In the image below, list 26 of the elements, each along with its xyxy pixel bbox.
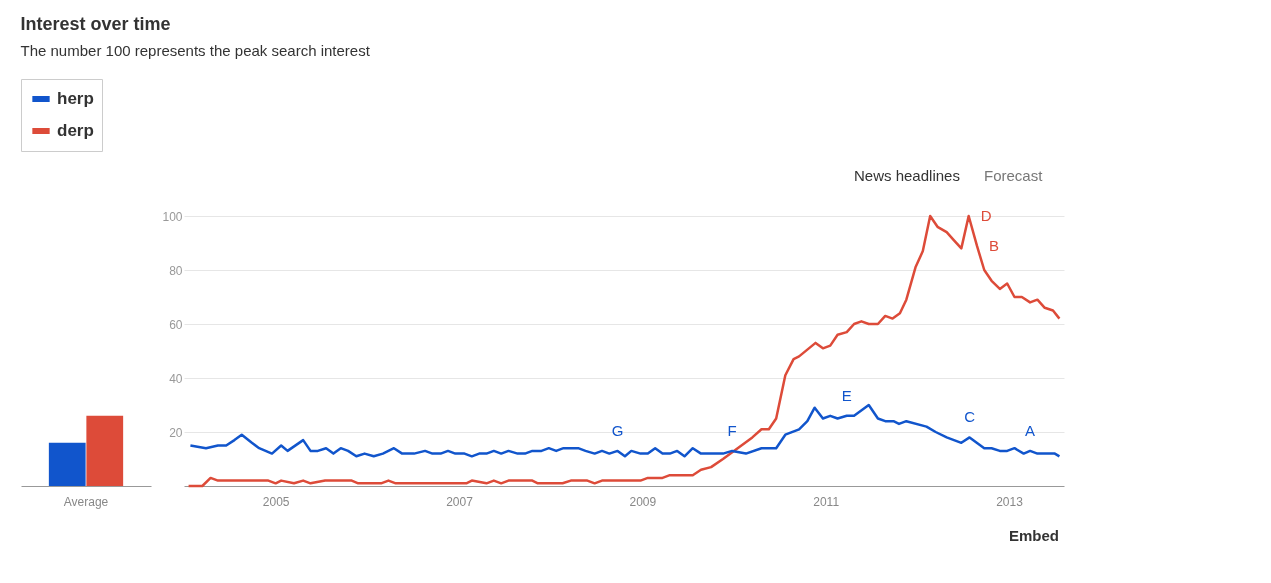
y-tick-label: 40 <box>169 371 183 386</box>
text: News headlines <box>854 167 960 184</box>
annotation: E <box>841 386 852 404</box>
x-tick-label: 2011 <box>813 494 840 509</box>
x-tick-label: 2009 <box>629 494 657 509</box>
annotation: G <box>611 421 624 439</box>
text: Embed <box>1008 527 1059 544</box>
annotation: B <box>988 236 999 254</box>
chart-title: Interest over time <box>20 13 171 34</box>
text: The number 100 represents the peak search interest <box>20 41 371 59</box>
legend-label: derp <box>57 121 94 140</box>
line-series <box>189 403 1061 458</box>
x-tick-label: Average <box>63 494 109 509</box>
x-tick-label: 2013 <box>996 494 1024 509</box>
x-tick-label: 2005 <box>262 494 290 509</box>
annotation: A <box>1025 421 1036 439</box>
y-tick-label: 80 <box>169 263 183 278</box>
annotation: D <box>980 207 992 224</box>
y-tick-label: 20 <box>169 425 183 440</box>
text: Forecast <box>984 167 1044 184</box>
annotation: C <box>964 408 976 426</box>
annotation: F <box>727 421 737 439</box>
legend-label: herp <box>57 89 94 108</box>
x-tick-label: 2007 <box>446 494 474 509</box>
y-tick-label: 60 <box>169 317 183 332</box>
y-tick-label: 100 <box>162 209 183 224</box>
